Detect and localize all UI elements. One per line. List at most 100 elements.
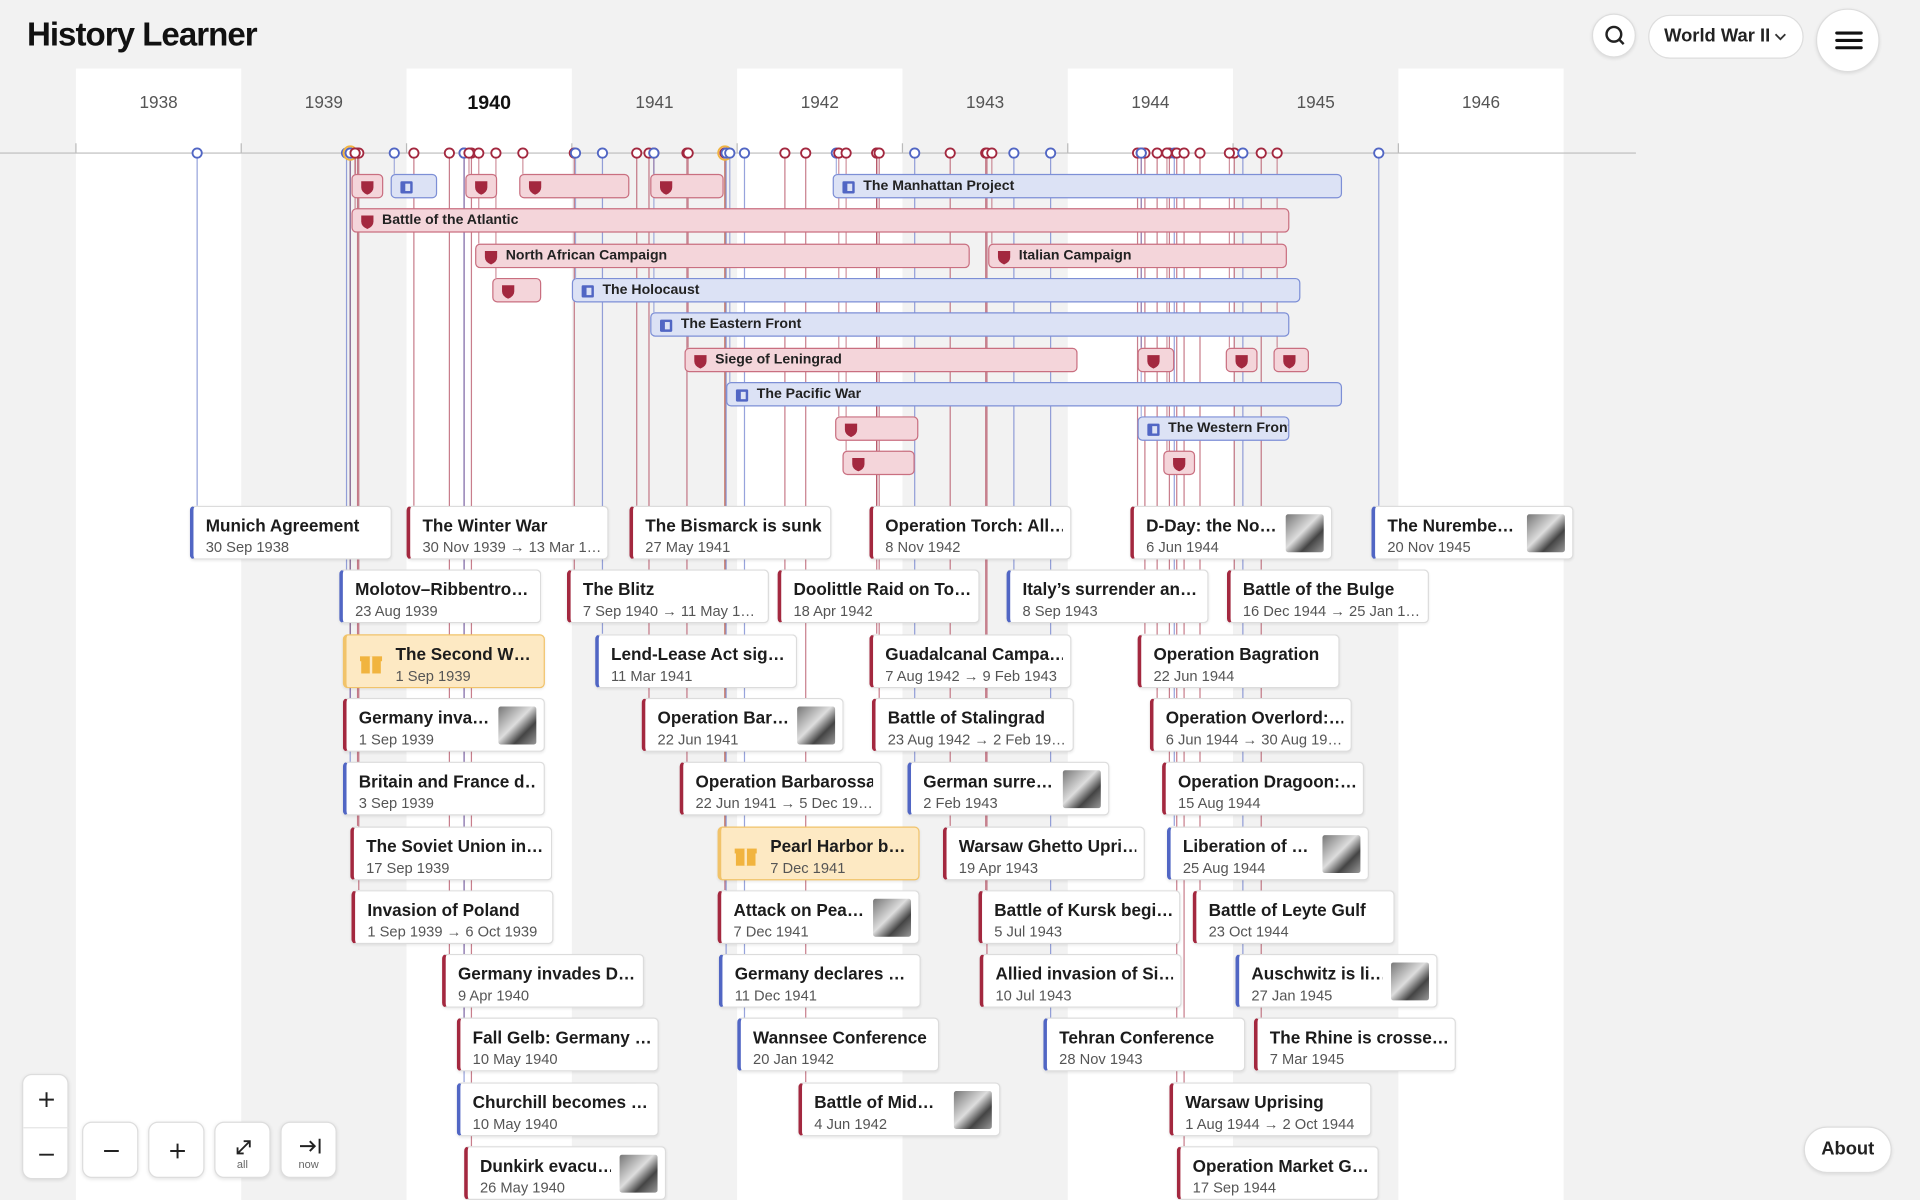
event-card[interactable]: The Rhine is crosse… 7 Mar 1945 [1253,1018,1456,1072]
battle-icon [852,457,865,472]
event-card[interactable]: Munich Agreement 30 Sep 1938 [189,505,392,560]
event-card[interactable]: Operation Bar… 22 Jun 1941 [641,697,844,752]
event-card[interactable]: The Soviet Union in… 17 Sep 1939 [350,825,553,880]
event-card[interactable]: Battle of Leyte Gulf 23 Oct 1944 [1192,889,1395,944]
event-card[interactable]: Warsaw Uprising 1 Aug 1944 → 2 Oct 1944 [1169,1082,1372,1136]
event-title: Lend-Lease Act sig… [611,643,785,664]
battle-icon [528,181,542,195]
span-bar[interactable] [519,173,630,199]
era-selector[interactable]: World War II [1648,14,1804,59]
event-card[interactable]: Battle of Stalingrad 23 Aug 1942 → 2 Feb … [871,697,1074,752]
axis-dot [1194,147,1206,159]
event-card[interactable]: Operation Barbarossa 22 Jun 1941 → 5 Dec … [679,761,882,816]
event-card[interactable]: Germany inva… 1 Sep 1939 [342,697,545,752]
event-card[interactable]: Operation Market G… 17 Sep 1944 [1176,1146,1379,1200]
now-button[interactable]: now [280,1121,337,1178]
fit-all-button[interactable]: all [214,1121,271,1178]
event-card[interactable]: German surre… 2 Feb 1943 [907,761,1110,816]
event-title: Operation Bar… [657,707,789,728]
span-bar[interactable]: The Eastern Front [650,312,1290,337]
span-bar[interactable] [1225,347,1258,373]
search-button[interactable] [1591,13,1636,58]
event-card[interactable]: The Blitz 7 Sep 1940 → 11 May 1… [566,569,769,624]
span-bar[interactable] [351,173,384,199]
zoom-icons [23,1092,70,1156]
event-date: 7 Dec 1941 [733,923,809,941]
event-card[interactable]: Italy’s surrender an… 8 Sep 1943 [1006,569,1209,624]
span-bar[interactable]: Siege of Leningrad [684,347,1078,373]
span-bar[interactable]: The Holocaust [571,277,1301,303]
event-card[interactable]: Operation Overlord:… 6 Jun 1944 → 30 Aug … [1149,697,1352,752]
event-card[interactable]: Britain and France d… 3 Sep 1939 [342,761,545,816]
year-label: 1946 [1461,91,1501,112]
event-date: 15 Aug 1944 [1177,794,1261,813]
axis-dot [1008,147,1020,159]
event-card[interactable]: Operation Bagration 22 Jun 1944 [1137,633,1340,688]
event-date: 22 Jun 1941 → 5 Dec 19… [695,794,873,813]
span-bar[interactable] [842,450,915,476]
span-bar[interactable]: Italian Campaign [988,243,1287,269]
span-bar[interactable]: The Western Front [1137,416,1290,441]
event-card[interactable]: Warsaw Ghetto Upri… 19 Apr 1943 [942,825,1145,880]
event-date: 1 Sep 1939 [395,666,471,684]
event-card[interactable]: Churchill becomes … 10 May 1940 [456,1082,659,1136]
span-bar[interactable] [835,416,919,441]
span-bar[interactable] [390,173,438,199]
event-card[interactable]: Germany invades D… 9 Apr 1940 [442,953,645,1008]
event-card[interactable]: Battle of Mid… 4 Jun 1942 [798,1082,1001,1136]
topic-icon [660,319,673,332]
event-card[interactable]: Operation Torch: All… 8 Nov 1942 [869,505,1072,560]
event-title: Operation Torch: All… [885,515,1063,536]
span-bar[interactable]: The Pacific War [726,382,1343,407]
span-bar[interactable] [492,277,542,303]
event-title: Doolittle Raid on To… [793,579,972,600]
about-button[interactable]: About [1803,1126,1892,1174]
zoom-out-button[interactable] [82,1121,139,1178]
event-card[interactable]: Wannsee Conference 20 Jan 1942 [737,1018,940,1072]
event-card[interactable]: Battle of Kursk begi… 5 Jul 1943 [978,889,1181,944]
event-card[interactable]: Auschwitz is li… 27 Jan 1945 [1235,953,1438,1008]
event-card[interactable]: The Winter War 30 Nov 1939 → 13 Mar 1… [406,505,609,560]
span-bar[interactable]: Battle of the Atlantic [351,208,1290,233]
year-label: 1940 [467,93,511,114]
shield-shape [1173,457,1186,472]
event-card[interactable]: Battle of the Bulge 16 Dec 1944 → 25 Jan … [1226,569,1429,624]
span-bar[interactable]: The Manhattan Project [832,173,1343,199]
shield-shape [1283,355,1296,369]
event-card[interactable]: Germany declares … 11 Dec 1941 [718,953,921,1008]
event-card[interactable]: Operation Dragoon:… 15 Aug 1944 [1162,761,1365,816]
event-card[interactable]: Fall Gelb: Germany … 10 May 1940 [456,1018,659,1072]
axis-dot [648,147,660,159]
gift-icon [734,847,757,866]
event-card[interactable]: D-Day: the No… 6 Jun 1944 [1130,505,1333,560]
span-bar[interactable] [1163,450,1196,476]
event-date: 27 May 1941 [645,538,731,556]
menu-button[interactable] [1815,8,1880,73]
event-card[interactable]: The Second W… 1 Sep 1939 [342,633,545,688]
event-card[interactable]: The Bismarck is sunk 27 May 1941 [629,505,832,560]
event-date: 27 Jan 1945 [1251,987,1333,1005]
span-bar[interactable] [650,173,724,199]
event-card[interactable]: Liberation of … 25 Aug 1944 [1166,825,1369,880]
event-date: 28 Nov 1943 [1059,1051,1143,1069]
event-title: D-Day: the No… [1146,515,1277,536]
event-card[interactable]: Allied invasion of Si… 10 Jul 1943 [979,953,1182,1008]
zoom-in-button[interactable] [148,1121,205,1178]
span-bar[interactable]: North African Campaign [475,243,970,269]
event-card[interactable]: The Nurembe… 20 Nov 1945 [1371,505,1574,560]
span-bar[interactable] [465,173,498,199]
event-card[interactable]: Invasion of Poland 1 Sep 1939 → 6 Oct 193… [351,889,554,944]
event-title: Guadalcanal Campa… [885,643,1063,664]
event-card[interactable]: Molotov–Ribbentro… 23 Aug 1939 [339,569,542,624]
span-bar[interactable] [1273,347,1309,373]
span-bar[interactable] [1137,347,1175,373]
battle-icon [1147,355,1160,369]
event-card[interactable]: Pearl Harbor b… 7 Dec 1941 [717,825,920,880]
shield-shape [1235,355,1248,369]
event-card[interactable]: Guadalcanal Campa… 7 Aug 1942 → 9 Feb 194… [869,633,1072,688]
event-card[interactable]: Dunkirk evacu… 26 May 1940 [464,1146,667,1200]
event-card[interactable]: Lend-Lease Act sig… 11 Mar 1941 [595,633,798,688]
event-card[interactable]: Doolittle Raid on To… 18 Apr 1942 [777,569,980,624]
event-card[interactable]: Tehran Conference 28 Nov 1943 [1043,1018,1246,1072]
event-card[interactable]: Attack on Pea… 7 Dec 1941 [717,889,920,944]
